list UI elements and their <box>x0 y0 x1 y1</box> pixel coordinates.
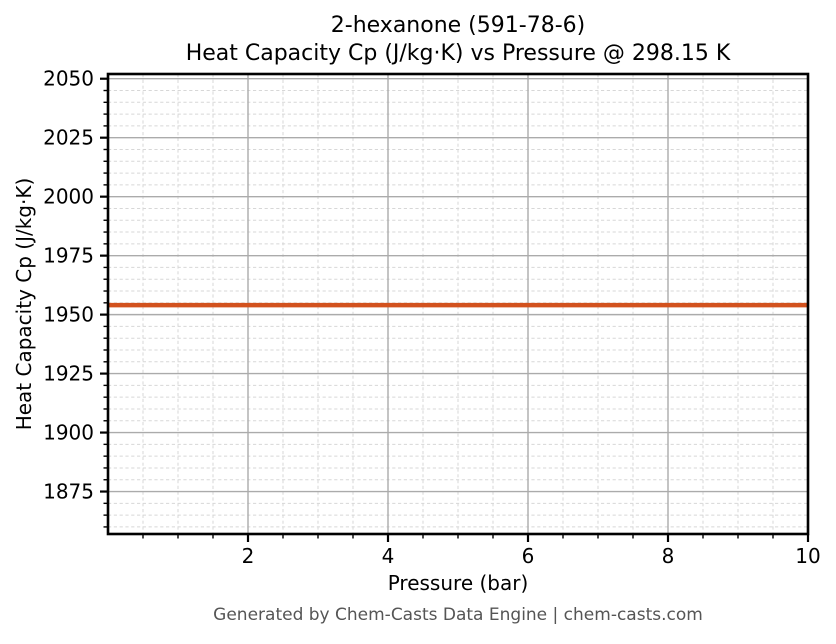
y-tick-label: 2025 <box>43 126 94 150</box>
y-tick-label: 1875 <box>43 480 94 504</box>
y-tick-label: 1975 <box>43 244 94 268</box>
axis-ticks <box>100 77 810 542</box>
chart-subtitle: Heat Capacity Cp (J/kg·K) vs Pressure @ … <box>185 41 731 66</box>
x-tick-label: 4 <box>382 544 395 568</box>
footer-attribution: Generated by Chem-Casts Data Engine | ch… <box>213 605 703 625</box>
y-tick-label: 1900 <box>43 421 94 445</box>
x-tick-labels: 2 4 6 8 10 <box>242 544 821 568</box>
x-axis-label: Pressure (bar) <box>387 571 529 595</box>
x-tick-label: 8 <box>662 544 675 568</box>
y-tick-labels: 1875 1900 1925 1950 1975 2000 2025 2050 <box>43 67 94 504</box>
y-tick-label: 1925 <box>43 362 94 386</box>
x-tick-label: 10 <box>795 544 820 568</box>
y-tick-label: 2000 <box>43 185 94 209</box>
x-tick-label: 2 <box>242 544 255 568</box>
y-tick-label: 1950 <box>43 303 94 327</box>
chart-title: 2-hexanone (591-78-6) <box>330 13 586 38</box>
grid-minor <box>108 74 808 534</box>
y-tick-label: 2050 <box>43 67 94 91</box>
x-tick-label: 6 <box>522 544 535 568</box>
